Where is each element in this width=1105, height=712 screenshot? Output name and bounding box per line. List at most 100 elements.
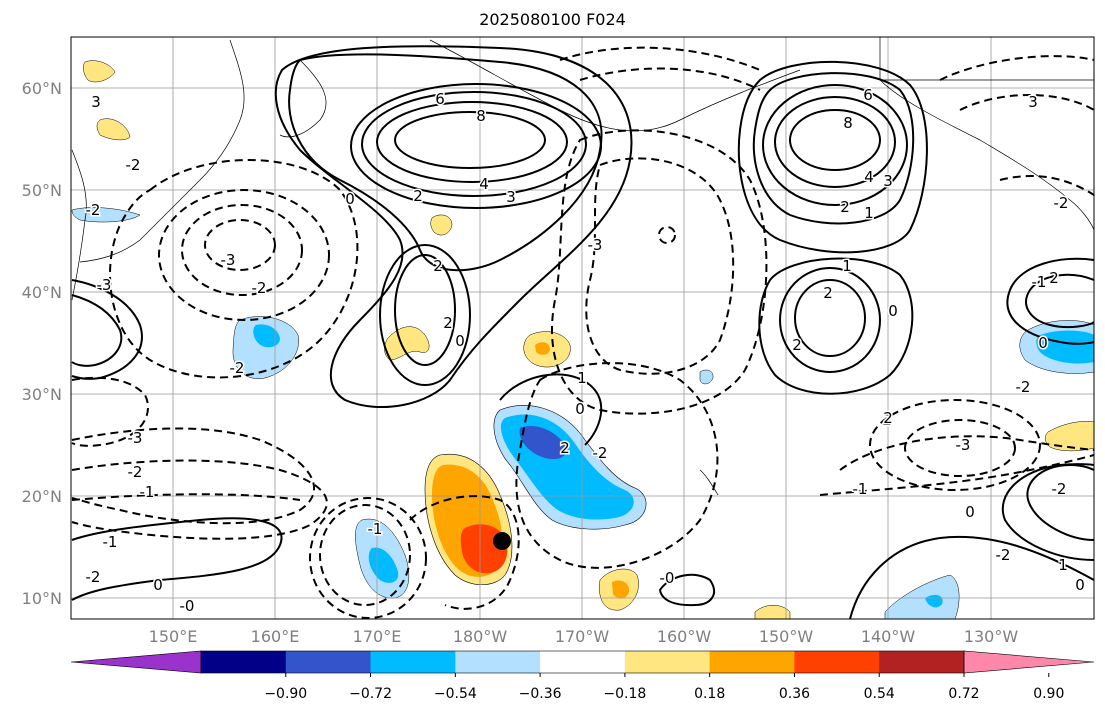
contour-solid [849,535,1094,619]
contour-label: 2 [883,409,893,427]
contour-label: 4 [864,168,874,186]
contour-dashed [71,427,316,525]
contour-label: 2 [560,439,570,457]
contour-label: -1 [1032,273,1047,291]
shading-layer [71,60,1094,619]
warm-anomaly-small-3 [384,326,430,361]
contour-solid [789,109,881,171]
contour-label: 1 [842,257,852,275]
contour-dashed [939,55,1094,81]
colorbar-segment [370,651,456,673]
warm-anomaly-small-7 [83,60,116,83]
contour-label: -2 [252,279,267,297]
colorbar-tick-label: −0.36 [519,686,562,702]
cold-anomaly-small-1-core [253,324,280,348]
lat-label: 60°N [22,79,62,98]
contour-label: -2 [128,463,143,481]
contour-label: 0 [965,503,975,521]
warm-anomaly-small-6 [96,118,131,141]
contour-solid [274,45,633,409]
contour-label: 0 [888,302,898,320]
contour-dashed [904,419,1016,477]
colorbar-segment [285,651,372,673]
contour-label: -0 [180,597,195,615]
colorbar-tick-label: 0.54 [864,686,895,702]
contour-label: 8 [476,107,486,125]
lon-label: 150°W [759,627,814,646]
contour-dashed [959,94,1094,111]
contour-label: -3 [588,236,603,254]
contour-dashed [71,493,301,501]
contour-solid [794,279,866,357]
contour-solid [379,244,471,386]
colorbar-segment [709,651,795,673]
contour-label: -2 [593,444,608,462]
contour-dashed [71,459,328,540]
contour-dashed [181,204,303,296]
contour-label: -2 [1052,480,1067,498]
lon-label: 180°W [453,627,508,646]
contour-label: 1 [577,369,587,387]
warm-anomaly-small-1-core [535,342,550,355]
contour-solid [779,267,881,373]
contour-label: 2 [840,198,850,216]
contour-solid [774,96,896,188]
colorbar-tick-label: 0.36 [779,686,810,702]
contour-dashed [309,497,427,619]
colorbar-segment [201,651,287,673]
contour-label: 0 [575,400,585,418]
contour-label: -3 [956,436,971,454]
contour-solid [737,60,928,254]
contour-dashed [158,189,330,321]
warm-anomaly-small-8 [754,605,791,619]
contour-solid [71,517,283,601]
storm-center-marker [493,532,511,550]
colorbar [70,650,1095,674]
contour-dashed [559,46,761,71]
contour-label: 8 [843,114,853,132]
warm-anomaly-small-5 [1045,421,1094,452]
contour-label: 3 [1028,93,1038,111]
longitude-labels: 150°E 160°E 170°E 180°W 170°W 160°W 150°W 140°W… [149,627,1019,646]
lat-label: 20°N [22,487,62,506]
warm-anomaly-small-4 [430,214,453,236]
contour-label: 1 [864,204,874,222]
contour-label: -2 [230,359,245,377]
lon-label: 160°W [657,627,712,646]
colorbar-frame [200,650,965,674]
contour-dashed [515,362,719,569]
lat-label: 10°N [22,589,62,608]
contour-solid [361,91,587,197]
map-frame [70,36,1095,620]
contour-solid [71,294,123,367]
contour-dashed [999,174,1094,196]
contour-label: -3 [128,429,143,447]
gridlines [71,37,1094,619]
contour-dashed [204,219,276,271]
colorbar-segment [455,651,541,673]
contour-solid [376,101,568,183]
contour-label: 2 [443,314,453,332]
contour-solid [1001,463,1094,561]
contour-label: -3 [97,276,112,294]
colorbar-tick-label: 0.72 [948,686,979,702]
contour-label: -1 [103,533,118,551]
contour-solid [499,373,603,446]
colorbar-extend-high [963,650,1095,674]
contour-dashed [819,454,1094,496]
contour-solid [752,72,915,225]
contour-dashed [579,67,761,91]
contour-dashed [109,159,359,379]
colorbar-tick-label: −0.90 [264,686,307,702]
colorbar-tick-label: −0.18 [603,686,646,702]
contour-label: 3 [883,172,893,190]
lon-label: 130°W [964,627,1019,646]
chart-title: 2025080100 F024 [479,10,626,29]
contour-label: -1 [853,480,868,498]
contour-solid [71,279,143,380]
contour-label: 6 [435,90,445,108]
contour-dashed [869,399,1041,491]
contour-dashed [658,226,676,244]
